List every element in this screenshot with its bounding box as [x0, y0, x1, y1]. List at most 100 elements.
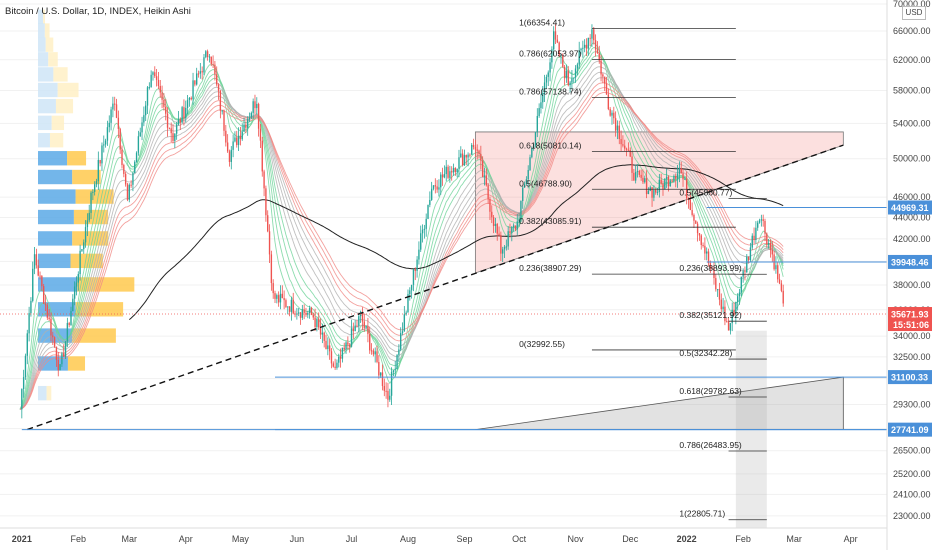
price-tag	[888, 370, 932, 385]
candle-body	[294, 313, 296, 315]
triangle-pattern-top	[474, 131, 844, 274]
candle-body	[124, 173, 127, 185]
candle-body	[751, 235, 753, 248]
countdown-label: 15:51:06	[893, 320, 929, 330]
candle-body	[301, 309, 304, 318]
candle-body	[279, 293, 282, 303]
candle-body	[387, 390, 389, 400]
fib-label: 0.236(38907.29)	[519, 263, 582, 273]
candle-body	[620, 139, 622, 145]
y-tick-label: 23000.00	[893, 511, 931, 521]
candle-body	[194, 80, 196, 85]
candle-body	[28, 313, 30, 334]
candle-body	[614, 118, 617, 131]
candle-body	[698, 233, 701, 236]
candle-body	[68, 322, 70, 326]
candle-body	[498, 233, 500, 236]
price-tag-label: 31100.33	[891, 373, 928, 383]
candle-body	[246, 119, 249, 128]
x-tick-label: Jun	[290, 534, 305, 544]
volume-profile-bar-yellow	[49, 133, 64, 148]
candle-body	[645, 178, 648, 195]
volume-profile	[38, 9, 135, 401]
candle-body	[549, 62, 551, 73]
currency-button[interactable]: USD	[902, 6, 926, 20]
ema-line	[19, 82, 784, 410]
candle-body	[181, 107, 183, 123]
ema-line	[19, 60, 784, 410]
candle-body	[86, 220, 89, 228]
x-tick-label: Mar	[122, 534, 138, 544]
ema-line	[19, 77, 784, 410]
candle-body	[385, 390, 387, 392]
candle-body	[257, 103, 260, 129]
candle-body	[296, 313, 298, 315]
candle-body	[332, 363, 334, 367]
candle-body	[177, 119, 180, 125]
candle-body	[53, 337, 56, 347]
candle-body	[567, 70, 569, 86]
volume-profile-bar-yellow	[72, 169, 101, 185]
candle-body	[30, 300, 32, 314]
x-tick-label: Feb	[71, 534, 87, 544]
candle-body	[108, 122, 110, 128]
candle-body	[46, 305, 49, 318]
candle-body	[660, 179, 662, 184]
candle-body	[589, 37, 591, 39]
candle-body	[165, 106, 167, 114]
candle-body	[50, 318, 52, 336]
candle-body	[378, 361, 380, 376]
y-tick-label: 70000.00	[893, 0, 931, 9]
candle-body	[166, 113, 169, 128]
candle-body	[137, 136, 140, 153]
candle-body	[569, 82, 571, 86]
candle-body	[70, 311, 72, 326]
candle-body	[529, 157, 531, 171]
candle-body	[237, 135, 240, 146]
candles[interactable]	[21, 24, 784, 419]
candle-body	[287, 306, 289, 308]
candle-body	[531, 147, 533, 158]
candle-body	[347, 342, 349, 345]
candle-body	[83, 242, 85, 250]
candle-body	[228, 151, 231, 162]
volume-profile-bar-yellow	[53, 67, 68, 82]
y-tick-label: 54000.00	[893, 118, 931, 128]
candle-body	[618, 125, 620, 140]
candle-body	[35, 254, 38, 266]
candle-body	[755, 227, 757, 241]
candle-body	[412, 269, 415, 285]
candle-body	[363, 321, 365, 328]
candle-body	[64, 341, 67, 357]
candle-body	[268, 231, 271, 255]
candle-body	[707, 251, 710, 264]
candle-body	[685, 178, 688, 199]
fib-label: 1(22805.71)	[679, 509, 725, 519]
candle-body	[624, 145, 626, 149]
candle-body	[729, 323, 732, 331]
candle-body	[709, 263, 712, 269]
candle-body	[747, 256, 750, 261]
candle-body	[585, 44, 588, 49]
candle-body	[684, 178, 686, 180]
candle-body	[259, 128, 262, 141]
candle-body	[370, 350, 373, 352]
x-axis[interactable]: 2021 Feb Mar Apr May Jun Jul Aug Sep Oct Nov Dec 202…	[0, 527, 887, 544]
candle-body	[285, 300, 287, 308]
candle-body	[334, 366, 336, 368]
candle-body	[461, 153, 464, 166]
candle-body	[613, 112, 615, 119]
candle-body	[476, 149, 478, 151]
volume-profile-bar-blue	[38, 231, 73, 246]
candle-body	[474, 147, 477, 150]
candle-body	[715, 278, 717, 290]
candle-body	[547, 72, 549, 77]
candle-body	[381, 372, 384, 386]
candle-body	[416, 259, 418, 271]
candle-body	[644, 178, 646, 183]
volume-profile-bar-yellow	[45, 37, 54, 52]
candle-body	[305, 312, 307, 315]
candle-body	[81, 249, 83, 251]
candle-body	[609, 109, 611, 116]
